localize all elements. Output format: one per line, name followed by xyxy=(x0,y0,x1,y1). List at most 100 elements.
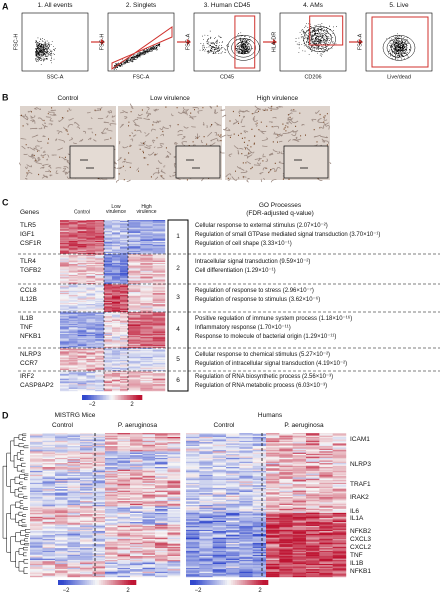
heatmap-cell xyxy=(186,461,200,464)
heatmap-cell xyxy=(105,507,118,510)
colorbar-segment xyxy=(207,580,210,585)
heatmap-cell xyxy=(105,489,118,491)
heatmap-cell xyxy=(60,265,69,267)
heatmap-cell xyxy=(226,563,240,566)
gene-label: TGFB2 xyxy=(20,266,41,274)
heatmap-cell xyxy=(186,442,200,444)
heatmap-cell xyxy=(55,545,68,548)
heatmap-cell xyxy=(130,512,143,515)
heatmap-cell xyxy=(42,506,56,508)
heatmap-cell xyxy=(152,250,166,253)
heatmap-cell xyxy=(279,465,293,468)
heatmap-cell xyxy=(279,522,293,524)
heatmap-cell xyxy=(120,336,129,338)
heatmap-cell xyxy=(152,295,166,297)
heatmap-cell xyxy=(239,505,253,507)
heatmap-cell xyxy=(55,570,68,572)
heatmap-cell xyxy=(155,463,168,465)
heatmap-cell xyxy=(140,292,153,295)
heatmap-cell xyxy=(319,468,333,470)
inset xyxy=(283,145,329,179)
heatmap-cell xyxy=(112,279,121,281)
heatmap-cell xyxy=(239,558,253,561)
heatmap-cell xyxy=(332,476,347,478)
colorbar-segment xyxy=(79,580,82,585)
heatmap-cell xyxy=(42,446,56,448)
heatmap-cell xyxy=(92,494,106,497)
heatmap-cell xyxy=(117,444,131,447)
heatmap-cell xyxy=(199,465,213,468)
heatmap-cell xyxy=(292,559,307,562)
heatmap-cell xyxy=(279,482,293,485)
heatmap-cell xyxy=(104,304,113,306)
heatmap-cell xyxy=(105,490,118,493)
heatmap-cell xyxy=(140,332,153,335)
heatmap-cell xyxy=(42,486,56,489)
heatmap-cell xyxy=(67,485,81,487)
heatmap-cell xyxy=(104,355,113,357)
colorbar-segment xyxy=(137,395,140,400)
heatmap-cell xyxy=(60,315,69,317)
heatmap-cell xyxy=(86,281,96,284)
heatmap-cell xyxy=(112,258,121,260)
heatmap-cell xyxy=(67,469,81,472)
heatmap-cell xyxy=(42,498,56,500)
heatmap-cell xyxy=(140,243,153,245)
heatmap-cell xyxy=(42,574,56,576)
heatmap-cell xyxy=(55,571,68,574)
heatmap-cell xyxy=(92,528,106,531)
heatmap-cell xyxy=(155,502,168,504)
heatmap-cell xyxy=(186,438,200,440)
heatmap-cell xyxy=(226,451,240,453)
heatmap-cell xyxy=(167,485,181,487)
heatmap-cell xyxy=(30,573,43,575)
colorbar-segment xyxy=(131,395,134,400)
heatmap-cell xyxy=(226,533,240,536)
heatmap-cell xyxy=(306,455,320,457)
heatmap-cell xyxy=(55,575,68,578)
heatmap-cell xyxy=(55,528,68,531)
gene-label: CXCL2 xyxy=(350,543,371,551)
heatmap-cell xyxy=(120,360,129,362)
heatmap-cell xyxy=(279,553,293,555)
heatmap-cell xyxy=(167,482,181,485)
heatmap-cell xyxy=(80,539,93,541)
heatmap-cell xyxy=(319,569,333,571)
heatmap-cell xyxy=(104,388,113,391)
heatmap-cell xyxy=(332,569,347,571)
heatmap-cell xyxy=(155,512,168,515)
heatmap-cell xyxy=(239,461,253,464)
heatmap-cell xyxy=(155,480,168,482)
heatmap-cell xyxy=(239,455,253,457)
heatmap-cell xyxy=(186,494,200,497)
heatmap-cell xyxy=(80,473,93,476)
heatmap-cell xyxy=(67,470,81,473)
heatmap-cell xyxy=(120,384,129,386)
heatmap-cell xyxy=(128,322,141,325)
heatmap-cell xyxy=(212,546,227,549)
heatmap-cell xyxy=(117,561,131,563)
heatmap-cell xyxy=(130,553,143,555)
heatmap-cell xyxy=(155,533,168,536)
heatmap-cell xyxy=(95,289,105,291)
heatmap-cell xyxy=(105,523,118,525)
heatmap-cell xyxy=(140,324,153,326)
panel-label: D xyxy=(2,410,9,421)
heatmap-cell xyxy=(292,463,307,465)
heatmap-cell xyxy=(142,512,156,515)
heatmap-cell xyxy=(67,563,81,566)
heatmap-cell xyxy=(117,491,131,494)
heatmap-cell xyxy=(105,554,118,557)
heatmap-cell xyxy=(140,387,153,389)
heatmap-cell xyxy=(306,453,320,456)
heatmap-cell xyxy=(152,386,166,388)
colorbar-segment xyxy=(58,580,61,585)
heatmap-cell xyxy=(42,567,56,570)
heatmap-cell xyxy=(130,444,143,447)
heatmap-cell xyxy=(105,457,118,460)
heatmap-cell xyxy=(239,508,253,511)
heatmap-cell xyxy=(60,274,69,276)
heatmap-cell xyxy=(306,486,320,489)
heatmap-cell xyxy=(155,451,168,453)
heatmap-cell xyxy=(68,280,78,282)
